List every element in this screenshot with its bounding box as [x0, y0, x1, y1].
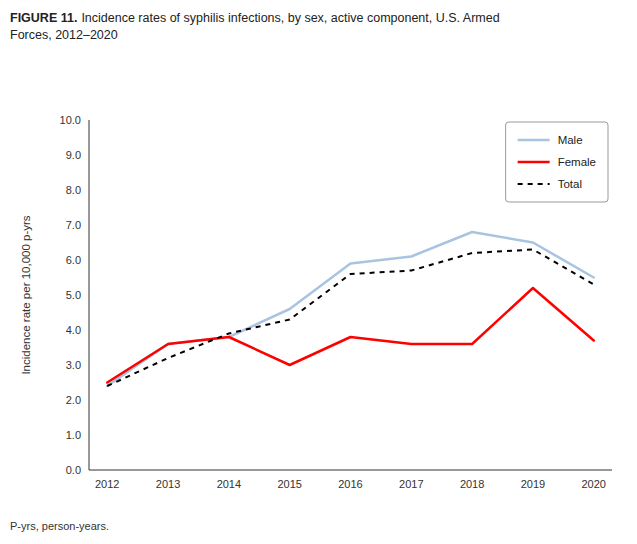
x-tick-label: 2013	[156, 478, 180, 490]
series-line	[107, 250, 594, 387]
series-line	[107, 232, 594, 386]
y-tick-label: 1.0	[66, 429, 81, 441]
series-line	[107, 288, 594, 383]
y-tick-label: 3.0	[66, 359, 81, 371]
title: FIGURE 11.	[10, 11, 77, 25]
y-tick-label: 7.0	[66, 219, 81, 231]
x-tick-label: 2015	[277, 478, 301, 490]
legend-swatch	[518, 183, 550, 185]
y-axis-line	[89, 120, 90, 470]
legend-swatch	[518, 139, 550, 142]
subtitle: Forces, 2012–2020	[10, 28, 118, 42]
y-tick-label: 10.0	[60, 114, 81, 126]
subtitle: Incidence rates of syphilis infections, …	[81, 11, 499, 25]
y-axis-label: Incidence rate per 10,000 p-yrs	[20, 215, 32, 374]
x-tick-label: 2012	[95, 478, 119, 490]
x-tick-label: 2016	[338, 478, 362, 490]
background	[0, 0, 637, 544]
y-tick-label: 4.0	[66, 324, 81, 336]
x-tick-label: 2018	[460, 478, 484, 490]
chart: FIGURE 11. Incidence rates of syphilis in…	[0, 0, 637, 544]
x-tick-label: 2017	[399, 478, 423, 490]
y-tick-label: 8.0	[66, 184, 81, 196]
x-tick-label: 2019	[521, 478, 545, 490]
legend: Male Female Total	[506, 122, 608, 202]
x-axis-line	[89, 470, 612, 471]
y-tick-label: 0.0	[66, 464, 81, 476]
legend-label: Female	[558, 156, 596, 168]
legend-label: Total	[558, 178, 582, 190]
y-tick-label: 9.0	[66, 149, 81, 161]
footnote: P-yrs, person-years.	[10, 520, 109, 532]
legend-swatch	[518, 161, 550, 164]
y-tick-label: 5.0	[66, 289, 81, 301]
series-group	[107, 232, 594, 386]
legend-label: Male	[558, 134, 583, 146]
x-tick-label: 2014	[217, 478, 241, 490]
y-tick-label: 6.0	[66, 254, 81, 266]
x-tick-label: 2020	[582, 478, 606, 490]
legend-box	[506, 122, 608, 202]
y-tick-label: 2.0	[66, 394, 81, 406]
